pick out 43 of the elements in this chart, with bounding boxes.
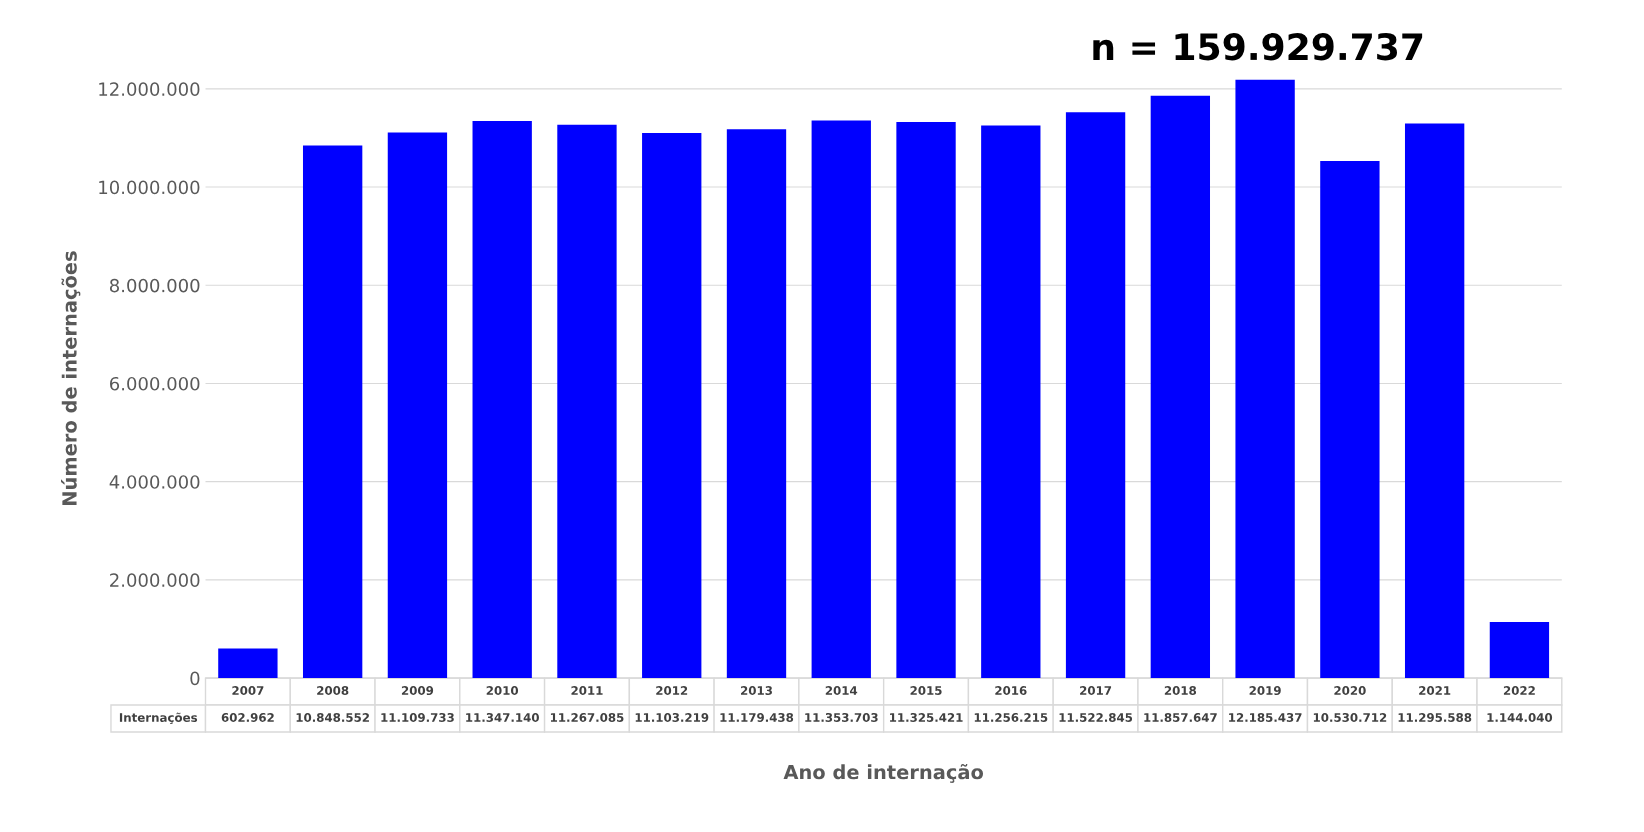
x-tick-label: 2012 [656, 686, 688, 695]
y-tick-label: 6.000.000 [110, 376, 200, 391]
y-axis-title: Número de internações [61, 251, 81, 505]
x-tick-label: 2022 [1503, 686, 1535, 695]
x-tick-label: 2013 [741, 686, 772, 695]
data-label: 11.267.085 [550, 713, 624, 722]
data-label: 11.522.845 [1059, 713, 1133, 722]
data-label: 11.353.703 [805, 713, 878, 722]
text: n = 159.929.737 [1093, 33, 1423, 61]
x-tick-label: 2016 [995, 686, 1027, 695]
x-tick-label: 2009 [401, 686, 434, 695]
x-tick-label: 2008 [317, 686, 349, 695]
data-label: 11.256.215 [974, 713, 1048, 722]
y-tick-label: 12.000.000 [99, 82, 200, 96]
data-label: 11.857.647 [1144, 713, 1217, 722]
x-tick-label: 2011 [571, 686, 603, 695]
x-tick-label: 2010 [486, 686, 519, 695]
text: Internações [119, 712, 198, 725]
data-label: 10.530.712 [1313, 713, 1387, 722]
data-label: 11.295.588 [1398, 713, 1472, 722]
x-tick-label: 2019 [1249, 686, 1281, 695]
data-label: 10.848.552 [296, 713, 369, 722]
x-tick-label: 2015 [910, 686, 942, 695]
x-tick-label: 2017 [1080, 686, 1112, 695]
data-label: 602.962 [221, 713, 274, 722]
data-label: 1.144.040 [1487, 713, 1553, 722]
data-label: 11.109.733 [381, 713, 454, 722]
x-tick-label: 2020 [1334, 686, 1366, 695]
x-axis-title: Ano de internação [783, 763, 984, 783]
y-tick-label: 8.000.000 [109, 278, 200, 293]
y-tick-label: 4.000.000 [109, 475, 200, 489]
y-tick-label: 10.000.000 [99, 180, 200, 195]
y-tick-label: 0 [190, 671, 200, 686]
data-label: 12.185.437 [1229, 713, 1302, 722]
data-label: 11.179.438 [720, 713, 794, 722]
x-tick-label: 2021 [1419, 686, 1451, 695]
data-label: 11.103.219 [635, 713, 709, 722]
x-tick-label: 2014 [825, 686, 858, 695]
x-tick-label: 2018 [1164, 686, 1197, 695]
y-tick-label: 2.000.000 [110, 573, 200, 587]
x-tick-label: 2007 [232, 686, 264, 695]
data-label: 11.325.421 [890, 713, 963, 722]
data-label: 11.347.140 [466, 713, 539, 722]
